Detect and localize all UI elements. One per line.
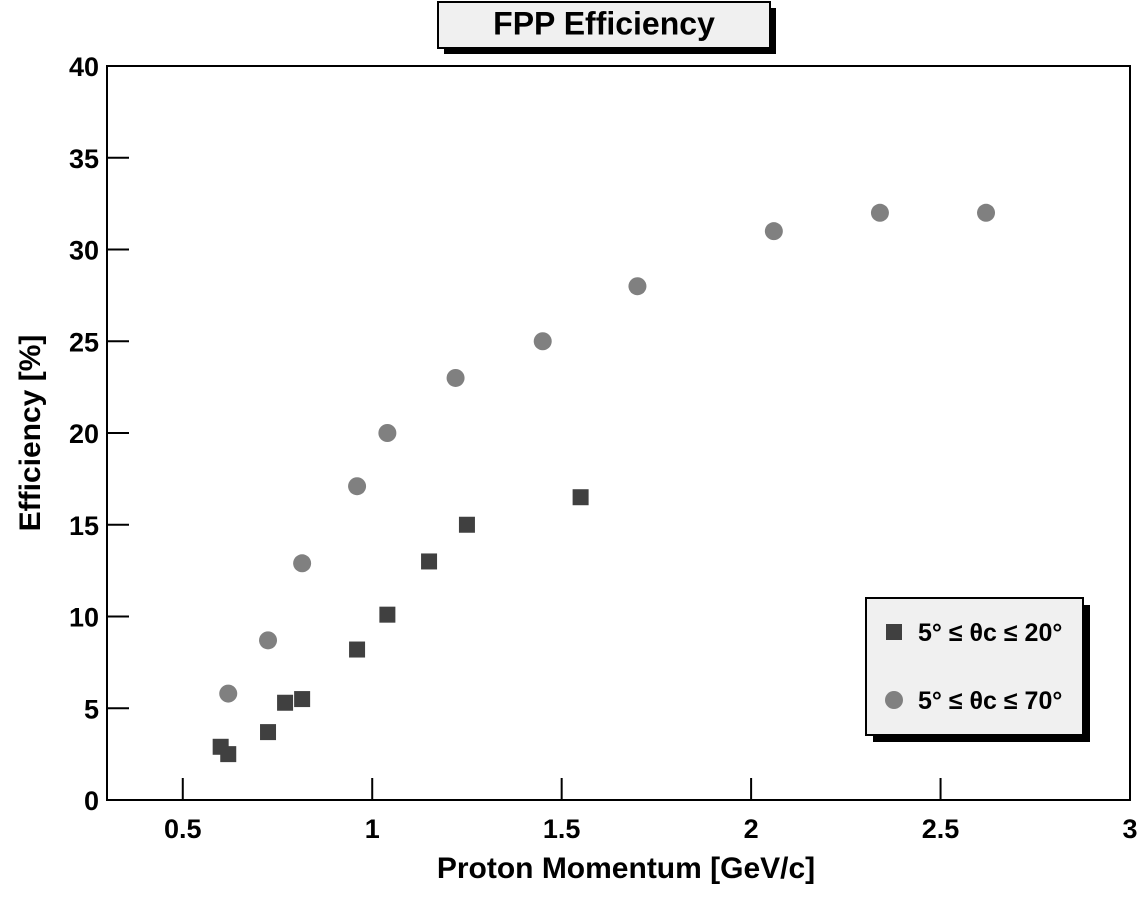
point [277,694,294,711]
point [977,203,996,222]
point [421,553,438,570]
point [219,684,238,703]
y-tick-label: 40 [69,52,99,82]
point [379,606,396,623]
x-tick-label: 0.5 [164,814,202,844]
y-tick-label: 20 [69,419,99,449]
x-tick-label: 2 [744,814,759,844]
y-tick-label: 5 [84,694,99,724]
x-tick-label: 1 [365,814,380,844]
point [259,631,278,650]
chart-title: FPP Efficiency [493,5,715,41]
point [764,222,783,241]
point [870,203,889,222]
title-box [437,1,771,49]
point [628,277,647,296]
x-tick-label: 1.5 [543,814,581,844]
y-tick-label: 35 [69,144,99,174]
y-tick-label: 10 [69,603,99,633]
point [220,746,237,763]
point [458,516,475,533]
y-tick-label: 0 [84,786,99,816]
point [294,691,311,708]
point [446,368,465,387]
legend-marker [885,691,903,709]
y-tick-label: 25 [69,327,99,357]
point [572,489,589,506]
legend-box [865,597,1084,736]
point [533,332,552,351]
point [293,554,312,573]
x-tick-label: 3 [1122,814,1137,844]
point [378,424,397,442]
y-tick-label: 15 [69,511,99,541]
point [349,641,366,658]
legend-label: 5° ≤ θc ≤ 70° [918,687,1062,715]
point [348,477,367,496]
x-tick-label: 2.5 [922,814,960,844]
legend-marker [886,624,902,640]
y-tick-label: 30 [69,236,99,266]
y-axis-label: Efficiency [%] [14,335,47,532]
point [260,724,277,741]
legend-label: 5° ≤ θc ≤ 20° [918,619,1062,647]
x-axis-label: Proton Momentum [GeV/c] [437,852,815,885]
